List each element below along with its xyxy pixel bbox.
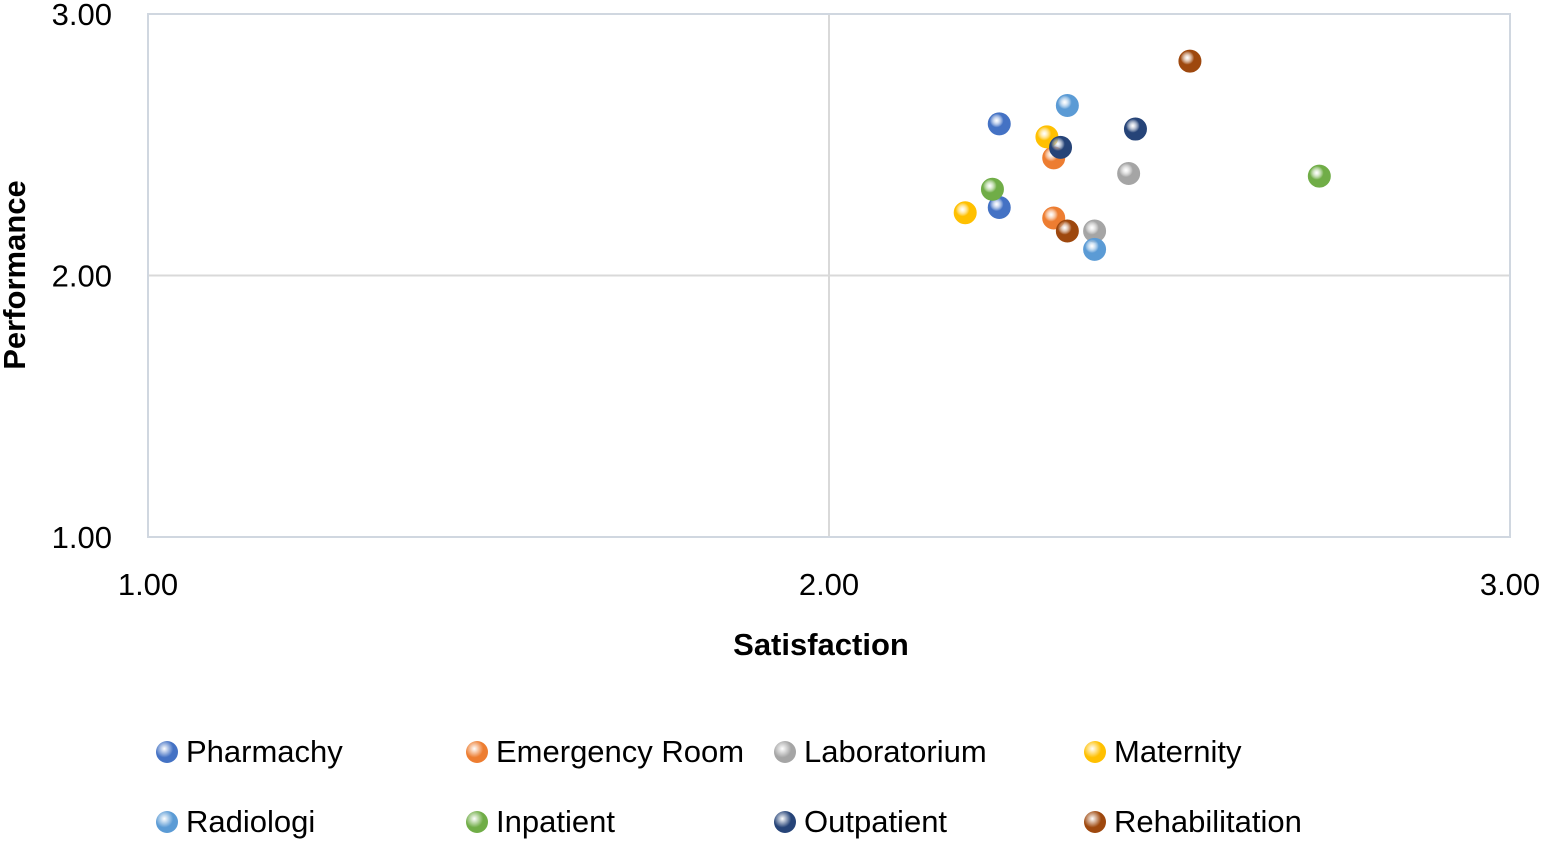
- legend-item: Emergency Room: [466, 732, 744, 772]
- legend-item: Radiologi: [156, 802, 315, 842]
- data-point: [1055, 94, 1079, 118]
- legend-item: Maternity: [1084, 732, 1241, 772]
- legend-marker: [466, 741, 488, 763]
- y-tick-label: 2.00: [52, 259, 112, 294]
- data-point: [953, 201, 977, 225]
- data-point: [1178, 49, 1202, 73]
- legend-marker: [156, 811, 178, 833]
- x-tick-label: 1.00: [118, 567, 178, 602]
- legend-label: Maternity: [1114, 734, 1242, 769]
- legend-item: Laboratorium: [774, 732, 987, 772]
- legend-item: Pharmachy: [156, 732, 343, 772]
- data-point: [1055, 219, 1079, 243]
- y-axis-title: Performance: [0, 180, 32, 370]
- legend-marker: [466, 811, 488, 833]
- data-point: [987, 112, 1011, 136]
- legend-label: Emergency Room: [496, 734, 745, 769]
- x-tick-label: 3.00: [1480, 567, 1540, 602]
- legend-label: Pharmachy: [186, 734, 343, 769]
- legend-label: Outpatient: [804, 804, 948, 839]
- legend-item: Outpatient: [774, 802, 947, 842]
- x-tick-label: 2.00: [799, 567, 859, 602]
- grid-lines: [147, 13, 1511, 538]
- legend-marker: [774, 741, 796, 763]
- legend-item: Rehabilitation: [1084, 802, 1302, 842]
- data-points: [953, 49, 1331, 261]
- tick-labels: 1.00 2.00 3.00 1.00 2.00 3.00: [52, 0, 1541, 602]
- legend-marker: [774, 811, 796, 833]
- data-point: [1083, 237, 1107, 261]
- y-tick-label: 3.00: [52, 0, 112, 32]
- legend-marker: [1084, 811, 1106, 833]
- legend-label: Rehabilitation: [1114, 804, 1302, 839]
- legend-label: Laboratorium: [804, 734, 987, 769]
- x-axis-title: Satisfaction: [733, 627, 909, 662]
- data-point: [1307, 164, 1331, 188]
- data-point: [980, 177, 1004, 201]
- data-point: [1117, 162, 1141, 186]
- legend-marker: [156, 741, 178, 763]
- data-point: [1049, 135, 1073, 159]
- legend-item: Inpatient: [466, 802, 615, 842]
- legend-label: Inpatient: [496, 804, 615, 839]
- y-tick-label: 1.00: [52, 520, 112, 555]
- legend-marker: [1084, 741, 1106, 763]
- plot-area-border: [147, 13, 1511, 538]
- legend-label: Radiologi: [186, 804, 316, 839]
- data-point: [1123, 117, 1147, 141]
- chart-legend: Pharmachy Emergency Room Laboratorium Mater…: [156, 728, 1396, 840]
